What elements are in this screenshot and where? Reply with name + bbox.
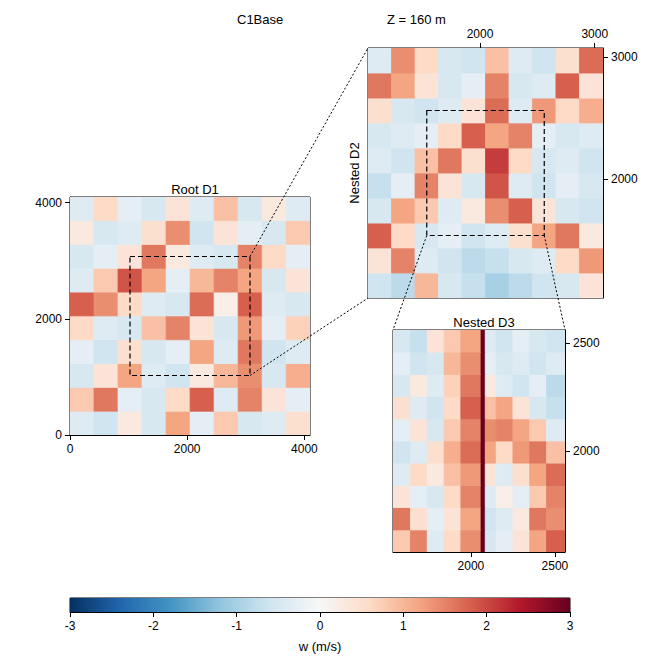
svg-text:2000: 2000 (35, 312, 62, 326)
svg-text:2000: 2000 (573, 444, 600, 458)
svg-text:2500: 2500 (542, 559, 569, 573)
svg-text:Root D1: Root D1 (171, 182, 219, 197)
svg-text:2000: 2000 (467, 27, 494, 41)
svg-text:C1Base: C1Base (237, 12, 283, 27)
svg-text:2000: 2000 (611, 172, 638, 186)
svg-text:2000: 2000 (458, 559, 485, 573)
svg-text:2500: 2500 (573, 336, 600, 350)
svg-text:2: 2 (483, 619, 490, 633)
svg-text:3000: 3000 (581, 27, 608, 41)
svg-text:-1: -1 (231, 619, 242, 633)
svg-text:Z = 160 m: Z = 160 m (387, 12, 446, 27)
svg-text:4000: 4000 (291, 442, 318, 456)
svg-text:-3: -3 (65, 619, 76, 633)
svg-text:Nested D2: Nested D2 (347, 142, 362, 203)
svg-text:1: 1 (400, 619, 407, 633)
svg-text:0: 0 (67, 442, 74, 456)
svg-text:3: 3 (567, 619, 574, 633)
svg-text:Nested D3: Nested D3 (453, 315, 514, 330)
svg-text:2000: 2000 (174, 442, 201, 456)
svg-text:0: 0 (317, 619, 324, 633)
svg-text:-2: -2 (148, 619, 159, 633)
svg-text:3000: 3000 (611, 50, 638, 64)
svg-text:0: 0 (55, 428, 62, 442)
svg-text:4000: 4000 (35, 196, 62, 210)
svg-text:w (m/s): w (m/s) (298, 639, 342, 654)
